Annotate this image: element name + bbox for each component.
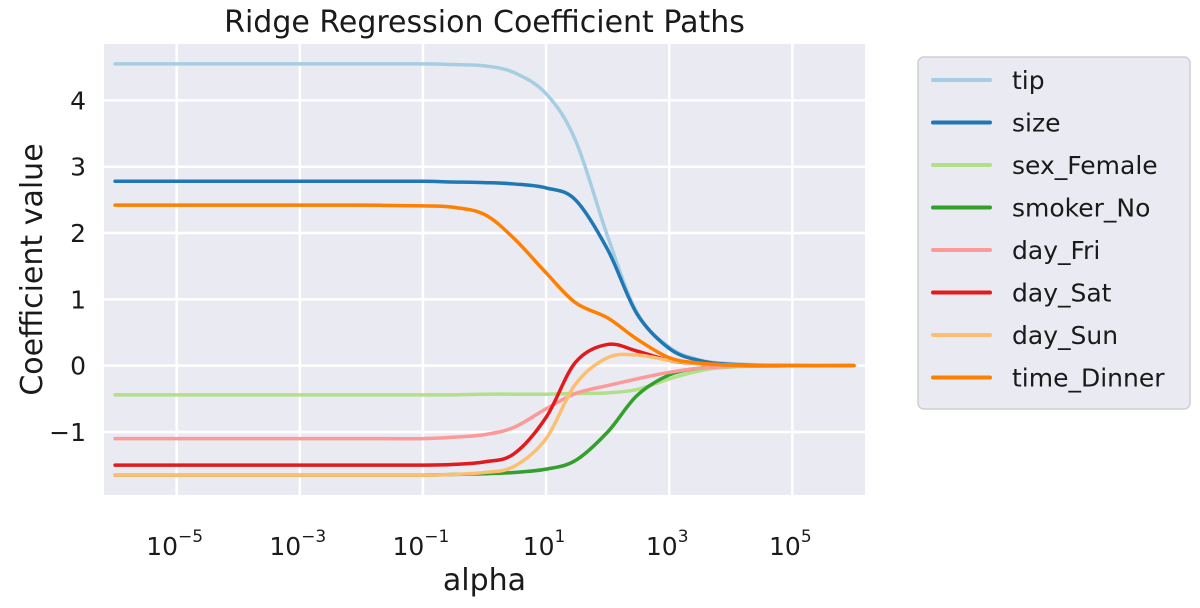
legend-item: time_Dinner (931, 364, 1165, 393)
x-tick-label: 10−3 (269, 527, 326, 561)
legend-label: smoker_No (1012, 194, 1150, 223)
y-tick-label: 2 (70, 219, 86, 248)
grid (104, 44, 865, 495)
legend-item: day_Fri (931, 236, 1100, 265)
legend-label: tip (1012, 66, 1045, 95)
y-tick-label: −1 (49, 418, 86, 447)
x-tick-label: 101 (523, 527, 566, 561)
legend-box (917, 56, 1191, 410)
x-tick-labels: 10−5 10−3 10−1 101 103 105 (146, 527, 811, 561)
legend-label: time_Dinner (1012, 364, 1165, 393)
x-axis-title: alpha (443, 563, 526, 598)
legend-label: size (1012, 109, 1060, 138)
legend-label: day_Sun (1012, 321, 1118, 350)
legend-item: day_Sat (931, 279, 1112, 308)
y-axis-title: Coefficient value (15, 143, 50, 395)
legend-label: sex_Female (1012, 151, 1158, 180)
y-tick-label: 4 (70, 86, 86, 115)
y-tick-labels: 4 3 2 1 0 −1 (49, 86, 86, 447)
x-tick-label: 10−5 (146, 527, 203, 561)
legend-item: tip (931, 66, 1045, 95)
series-line-time-dinner (113, 203, 856, 368)
legend: tip size sex_Female smoker_No day_Fri day_Sat… (917, 56, 1191, 410)
legend-item: sex_Female (931, 151, 1158, 180)
legend-items: tip size sex_Female smoker_No day_Fri day_Sat… (931, 66, 1165, 393)
series-line-sex-female (113, 363, 856, 397)
legend-item: smoker_No (931, 194, 1150, 223)
y-tick-label: 0 (70, 352, 86, 381)
x-tick-label: 105 (769, 527, 812, 561)
series-lines (113, 62, 856, 477)
legend-label: day_Sat (1012, 279, 1112, 308)
x-tick-label: 103 (646, 527, 689, 561)
legend-item: day_Sun (931, 321, 1118, 350)
legend-label: day_Fri (1012, 236, 1100, 265)
y-tick-label: 3 (70, 153, 86, 182)
series-line-size (113, 179, 856, 368)
x-tick-label: 10−1 (392, 527, 449, 561)
series-line-day-fri (113, 363, 856, 441)
legend-item: size (931, 109, 1060, 138)
y-tick-label: 1 (70, 285, 86, 314)
chart-title: Ridge Regression Coefficient Paths (224, 5, 745, 40)
plot-background (104, 44, 865, 495)
